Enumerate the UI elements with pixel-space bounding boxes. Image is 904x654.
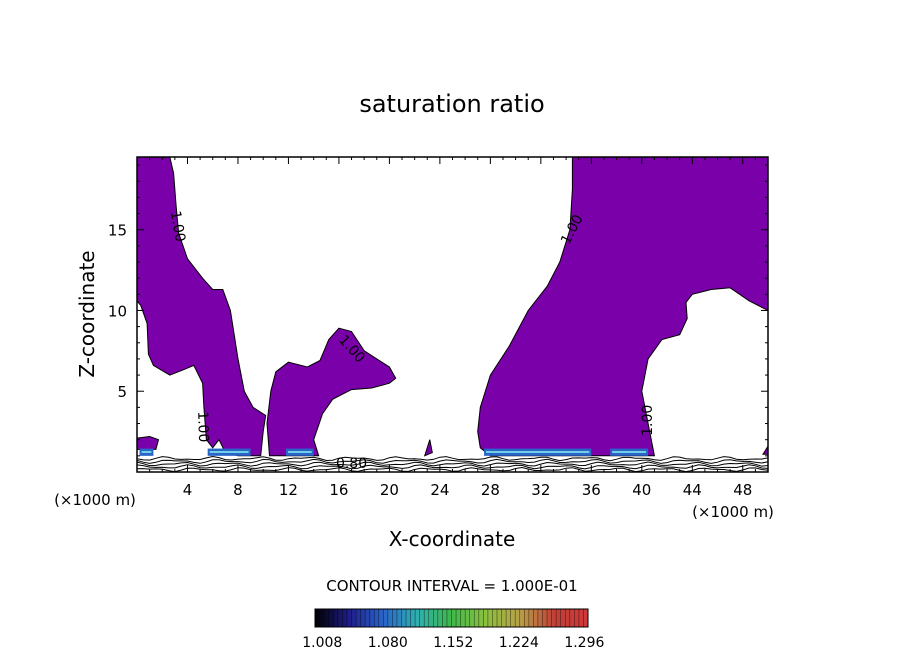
colorbar-tick-label: 1.296	[564, 635, 604, 651]
surface-contour-line	[137, 455, 768, 462]
x-tick-label: 28	[481, 481, 500, 499]
x-tick-label: 44	[683, 481, 702, 499]
surface-contour-line	[137, 464, 768, 470]
colorbar-tick-label: 1.008	[302, 635, 342, 651]
x-unit-label-left: (×1000 m)	[54, 491, 136, 509]
contour-regions	[137, 157, 768, 472]
high-ratio-core	[209, 451, 249, 453]
colorbar-frame	[314, 608, 589, 628]
contour-label: 1.00	[194, 411, 211, 443]
x-tick-label: 16	[329, 481, 348, 499]
supersaturated-region	[137, 435, 160, 450]
x-tick-label: 8	[233, 481, 243, 499]
x-tick-label: 48	[733, 481, 752, 499]
axes-layer: 1.001.001.001.001.000.804 8 12 16 20 24 28 32 36…	[54, 90, 774, 651]
supersaturated-region	[477, 157, 768, 457]
contour-label: 1.00	[167, 210, 188, 243]
y-axis-label: Z-coordinate	[75, 250, 99, 377]
x-tick-label: 4	[183, 481, 193, 499]
colorbar-tick-label: 1.080	[368, 635, 408, 651]
y-tick-label: 5	[117, 383, 127, 401]
supersaturated-region	[266, 327, 397, 457]
high-ratio-core	[287, 451, 312, 453]
x-tick-label: 20	[380, 481, 399, 499]
contour-interval-label: CONTOUR INTERVAL = 1.000E-01	[326, 577, 577, 595]
chart-title: saturation ratio	[359, 90, 544, 118]
high-ratio-core	[486, 451, 590, 453]
x-tick-label: 40	[632, 481, 651, 499]
surface-contour-line	[137, 461, 768, 467]
colorbar-tick-label: 1.152	[433, 635, 473, 651]
high-ratio-core	[141, 451, 152, 453]
x-tick-label: 12	[279, 481, 298, 499]
supersaturated-region	[137, 157, 267, 457]
y-tick-label: 10	[108, 302, 127, 320]
contour-label: 1.00	[640, 405, 656, 436]
colorbar-tick-label: 1.224	[499, 635, 539, 651]
x-tick-label: 36	[582, 481, 601, 499]
high-ratio-core	[612, 451, 647, 453]
x-tick-label: 24	[430, 481, 449, 499]
x-axis-label: X-coordinate	[389, 527, 516, 551]
x-unit-label-right: (×1000 m)	[692, 503, 774, 521]
supersaturated-region	[762, 445, 768, 455]
contour-label: 0.80	[336, 456, 367, 472]
supersaturated-region	[423, 439, 433, 457]
y-tick-label: 15	[108, 222, 127, 240]
surface-contour-line	[137, 458, 768, 464]
x-tick-label: 32	[531, 481, 550, 499]
